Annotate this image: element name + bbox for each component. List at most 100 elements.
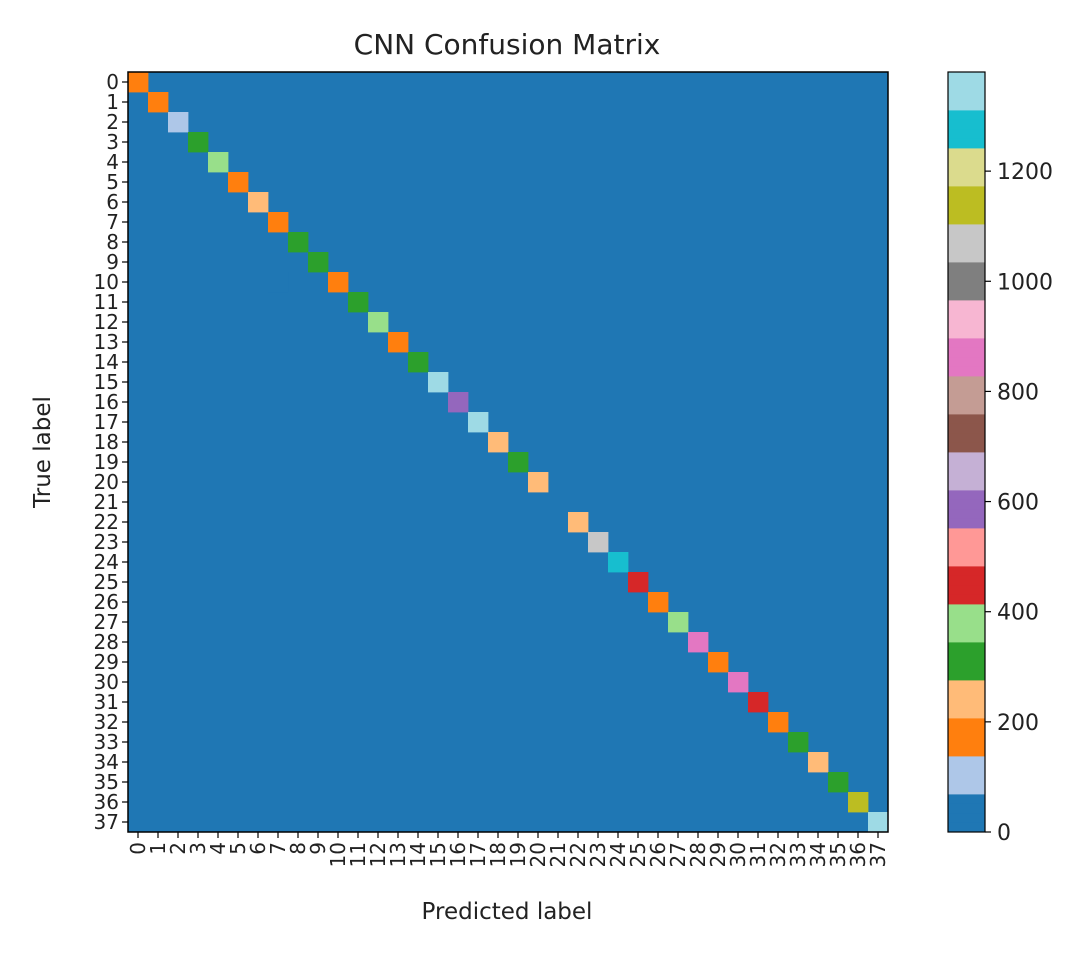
x-tick-label: 0	[126, 842, 150, 855]
heatmap-cell	[368, 312, 389, 333]
colorbar-segment	[948, 252, 985, 263]
colorbar-segment	[948, 366, 985, 377]
heatmap-cell	[188, 132, 209, 153]
heatmap-cell	[228, 172, 249, 193]
heatmap-cell	[248, 192, 269, 213]
colorbar-segment	[948, 414, 985, 424]
colorbar-segment	[948, 214, 985, 225]
x-tick-label: 4	[206, 842, 230, 855]
y-tick-label: 20	[94, 470, 119, 494]
colorbar-segment	[948, 433, 985, 443]
heatmap-cell	[508, 452, 529, 473]
colorbar-segment	[948, 518, 985, 529]
colorbar-segment	[948, 452, 985, 462]
heatmap-cell	[668, 612, 689, 633]
heatmap-cell	[428, 372, 449, 393]
colorbar-segment	[948, 623, 985, 633]
colorbar-segment	[948, 680, 985, 690]
x-tick-label: 37	[866, 842, 890, 867]
colorbar: 0 200 400 600 800 1000 1200	[947, 71, 1053, 846]
x-axis-ticks: 0123456789101112131415161718192021222324…	[126, 832, 890, 867]
y-tick-label: 2	[106, 110, 119, 134]
colorbar-segment	[948, 499, 985, 510]
x-tick-label: 29	[706, 842, 730, 867]
y-tick-label: 32	[94, 710, 119, 734]
colorbar-segment	[948, 290, 985, 301]
colorbar-segment	[948, 642, 985, 652]
colorbar-segment	[948, 119, 985, 130]
heatmap-cell	[708, 652, 729, 673]
colorbar-segment	[948, 822, 985, 833]
x-tick-label: 27	[666, 842, 690, 867]
heatmap-cell	[868, 812, 889, 833]
x-tick-label: 20	[526, 842, 550, 867]
y-tick-label: 24	[94, 550, 119, 574]
y-tick-label: 26	[94, 590, 119, 614]
colorbar-segment	[948, 319, 985, 329]
y-tick-label: 9	[106, 250, 119, 274]
x-tick-label: 28	[686, 842, 710, 867]
colorbar-tick-label: 1200	[997, 160, 1053, 185]
y-tick-label: 10	[94, 270, 119, 294]
colorbar-segment	[948, 718, 985, 728]
colorbar-segment	[948, 328, 985, 339]
colorbar-tick-label: 600	[997, 491, 1039, 516]
colorbar-segment	[948, 338, 985, 348]
colorbar-segment	[948, 309, 985, 320]
colorbar-segment	[948, 461, 985, 472]
colorbar-segment	[948, 176, 985, 187]
colorbar-segment	[948, 471, 985, 481]
colorbar-tick-label: 200	[997, 711, 1039, 736]
heatmap-cell	[568, 512, 589, 533]
y-tick-label: 30	[94, 670, 119, 694]
colorbar-segment	[948, 651, 985, 662]
x-tick-label: 19	[506, 842, 530, 867]
colorbar-segment	[948, 575, 985, 586]
heatmap-cell	[588, 532, 609, 553]
heatmap-cell	[528, 472, 549, 493]
colorbar-segment	[948, 661, 985, 671]
heatmap-cell	[148, 92, 169, 113]
colorbar-segment	[948, 167, 985, 177]
x-tick-label: 8	[286, 842, 310, 855]
y-tick-label: 0	[106, 70, 119, 94]
y-tick-label: 27	[94, 610, 119, 634]
x-tick-label: 32	[766, 842, 790, 867]
y-tick-label: 35	[94, 770, 119, 794]
colorbar-segment	[948, 737, 985, 747]
colorbar-segment	[948, 195, 985, 206]
x-tick-label: 23	[586, 842, 610, 867]
chart-title: CNN Confusion Matrix	[354, 28, 661, 61]
y-tick-label: 7	[106, 210, 119, 234]
colorbar-segment	[948, 300, 985, 310]
colorbar-segment	[948, 632, 985, 643]
colorbar-segment	[948, 547, 985, 557]
x-tick-label: 3	[186, 842, 210, 855]
heatmap-cell	[408, 352, 429, 373]
heatmap-cell	[488, 432, 509, 453]
x-tick-label: 24	[606, 842, 630, 867]
colorbar-segment	[948, 699, 985, 709]
plot-frame	[127, 71, 889, 833]
y-tick-label: 1	[106, 90, 119, 114]
colorbar-segment	[948, 72, 985, 82]
y-tick-label: 3	[106, 130, 119, 154]
colorbar-frame	[947, 71, 986, 833]
colorbar-segment	[948, 243, 985, 253]
colorbar-segment	[948, 129, 985, 139]
colorbar-segment	[948, 528, 985, 538]
y-tick-label: 17	[94, 410, 119, 434]
heatmap-cell	[468, 412, 489, 433]
heatmap-cell	[788, 732, 809, 753]
x-tick-label: 6	[246, 842, 270, 855]
heatmap-cell	[308, 252, 329, 273]
x-tick-label: 33	[786, 842, 810, 867]
colorbar-tick-label: 1000	[997, 270, 1053, 295]
colorbar-segment	[948, 604, 985, 614]
x-tick-label: 18	[486, 842, 510, 867]
heatmap-cell	[728, 672, 749, 693]
colorbar-segment	[948, 100, 985, 111]
y-tick-label: 15	[94, 370, 119, 394]
y-axis-ticks: 0123456789101112131415161718192021222324…	[94, 70, 128, 834]
